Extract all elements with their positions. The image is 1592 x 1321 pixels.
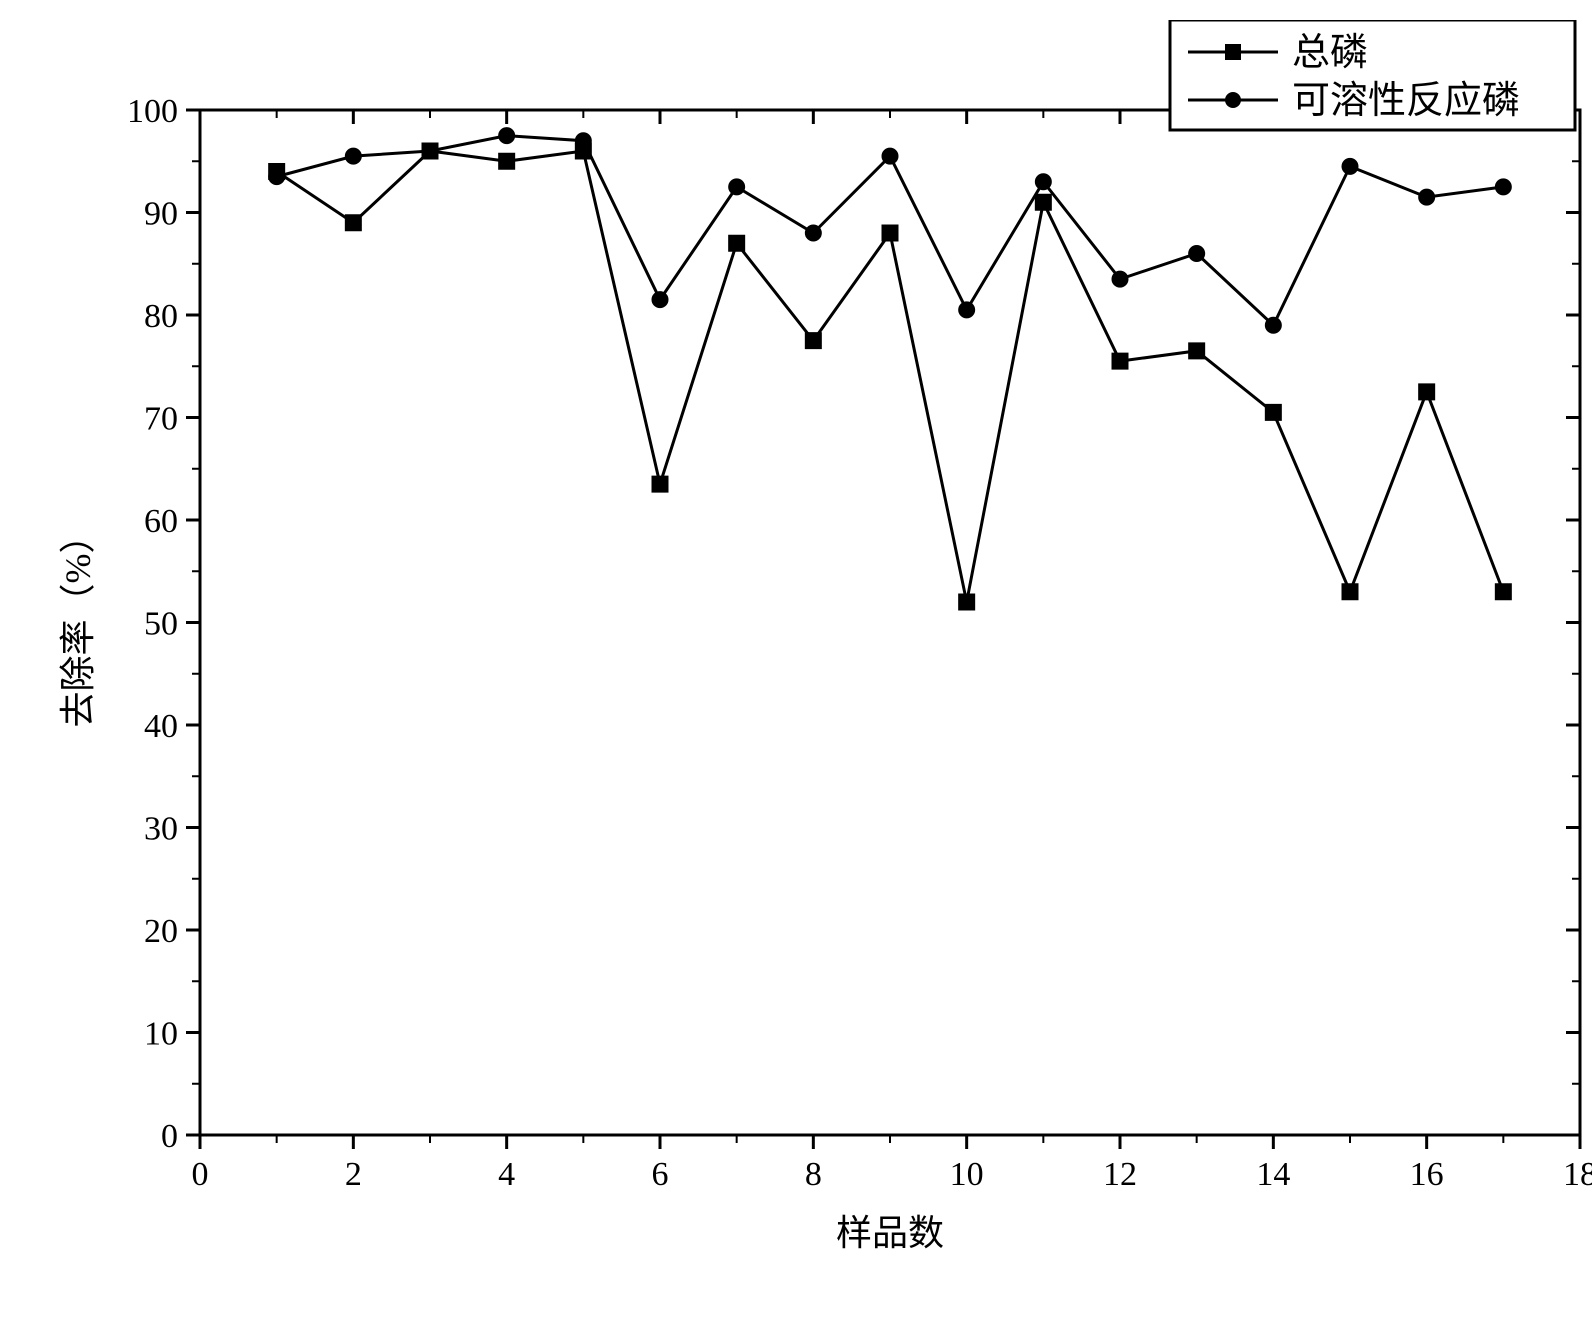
series-marker-square bbox=[1265, 404, 1281, 420]
series-marker-circle bbox=[422, 143, 438, 159]
series-marker-square bbox=[959, 594, 975, 610]
series-marker-circle bbox=[269, 169, 285, 185]
x-tick-label: 16 bbox=[1410, 1156, 1444, 1193]
series-marker-square bbox=[345, 215, 361, 231]
x-tick-label: 6 bbox=[652, 1156, 669, 1193]
y-tick-label: 100 bbox=[127, 93, 178, 130]
x-tick-label: 10 bbox=[950, 1156, 984, 1193]
x-tick-label: 18 bbox=[1563, 1156, 1592, 1193]
series-marker-circle bbox=[729, 179, 745, 195]
x-tick-label: 14 bbox=[1256, 1156, 1290, 1193]
y-tick-label: 90 bbox=[144, 196, 178, 233]
x-tick-label: 2 bbox=[345, 1156, 362, 1193]
series-marker-square bbox=[1035, 194, 1051, 210]
series-marker-circle bbox=[1419, 189, 1435, 205]
legend-label: 可溶性反应磷 bbox=[1292, 80, 1520, 122]
x-axis-label: 样品数 bbox=[836, 1213, 944, 1253]
y-tick-label: 20 bbox=[144, 913, 178, 950]
y-tick-label: 60 bbox=[144, 503, 178, 540]
series-marker-square bbox=[882, 225, 898, 241]
x-tick-label: 4 bbox=[498, 1156, 515, 1193]
series-line-0 bbox=[277, 151, 1504, 602]
x-tick-label: 0 bbox=[192, 1156, 209, 1193]
series-marker-square bbox=[499, 153, 515, 169]
y-tick-label: 70 bbox=[144, 401, 178, 438]
legend-label: 总磷 bbox=[1292, 32, 1368, 74]
series-marker-square bbox=[1112, 353, 1128, 369]
x-tick-label: 8 bbox=[805, 1156, 822, 1193]
series-marker-circle bbox=[1342, 158, 1358, 174]
series-marker-square bbox=[729, 235, 745, 251]
y-tick-label: 30 bbox=[144, 811, 178, 848]
series-marker-square bbox=[1495, 584, 1511, 600]
x-tick-label: 12 bbox=[1103, 1156, 1137, 1193]
series-marker-circle bbox=[882, 148, 898, 164]
series-marker-square bbox=[1419, 384, 1435, 400]
series-marker-circle bbox=[805, 225, 821, 241]
series-marker-circle bbox=[345, 148, 361, 164]
legend-marker-square bbox=[1225, 44, 1241, 60]
series-marker-square bbox=[805, 333, 821, 349]
series-marker-square bbox=[1342, 584, 1358, 600]
y-tick-label: 10 bbox=[144, 1016, 178, 1053]
y-tick-label: 50 bbox=[144, 606, 178, 643]
series-marker-circle bbox=[1189, 246, 1205, 262]
chart-svg: 0 2 4 6 8 10 12 14 16 18 0 10 20 30 40 50 60 70 80 90 100 样品数… bbox=[20, 20, 1592, 1301]
series-marker-circle bbox=[1035, 174, 1051, 190]
y-tick-label: 80 bbox=[144, 298, 178, 335]
series-marker-circle bbox=[499, 128, 515, 144]
series-marker-circle bbox=[652, 292, 668, 308]
series-marker-circle bbox=[575, 133, 591, 149]
series-marker-square bbox=[1189, 343, 1205, 359]
legend-marker-circle bbox=[1225, 92, 1241, 108]
series-marker-circle bbox=[1265, 317, 1281, 333]
series-marker-square bbox=[652, 476, 668, 492]
chart-container: 0 2 4 6 8 10 12 14 16 18 0 10 20 30 40 50 60 70 80 90 100 样品数… bbox=[20, 20, 1592, 1301]
y-tick-label: 40 bbox=[144, 708, 178, 745]
y-axis-label: 去除率（%） bbox=[58, 518, 98, 728]
series-marker-circle bbox=[1495, 179, 1511, 195]
series-marker-circle bbox=[959, 302, 975, 318]
y-tick-label: 0 bbox=[161, 1118, 178, 1155]
series-marker-circle bbox=[1112, 271, 1128, 287]
